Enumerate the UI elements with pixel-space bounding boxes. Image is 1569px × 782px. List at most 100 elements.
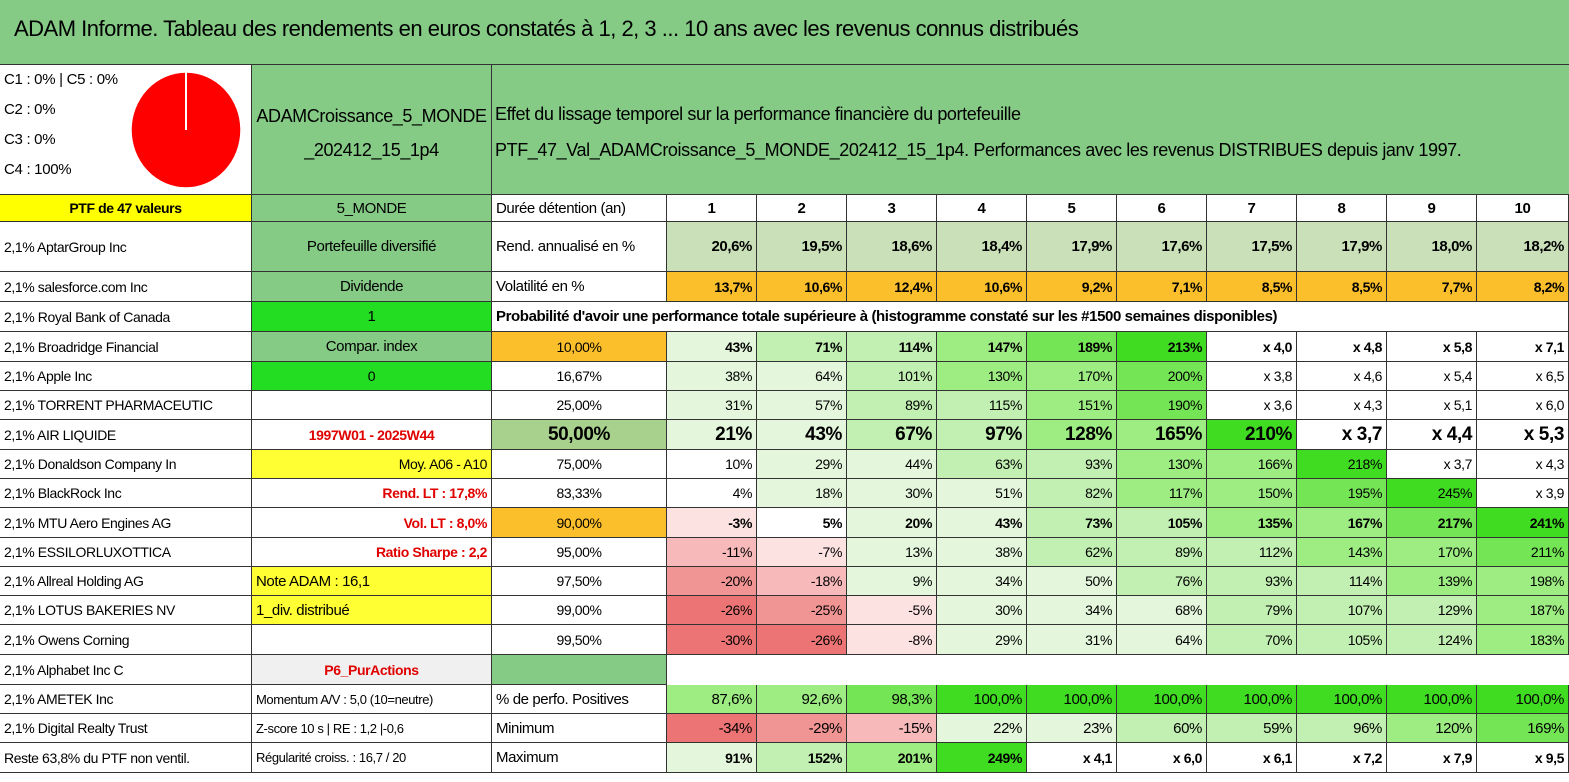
value-cell: -8% <box>847 625 937 655</box>
value-cell: 92,6% <box>757 685 847 714</box>
value-cell: x 9,5 <box>1477 743 1569 773</box>
allocation-label: C3 : 0% <box>4 131 56 148</box>
value-cell: x 3,7 <box>1387 450 1477 479</box>
value-cell: 152% <box>757 743 847 773</box>
value-cell: 5% <box>757 508 847 538</box>
holding-cell: 2,1% AptarGroup Inc <box>0 222 252 272</box>
value-cell: 96% <box>1297 714 1387 743</box>
info-cell: Vol. LT : 8,0% <box>252 508 492 538</box>
holding-cell: 2,1% ESSILORLUXOTTICA <box>0 538 252 567</box>
value-cell: 64% <box>1117 625 1207 655</box>
label-cell: 97,50% <box>492 567 667 596</box>
value-cell: 100,0% <box>1117 685 1207 714</box>
value-cell: 4% <box>667 479 757 508</box>
value-cell: 19,5% <box>757 222 847 272</box>
value-cell: 38% <box>937 538 1027 567</box>
value-cell: 7 <box>1207 195 1297 222</box>
value-cell: 151% <box>1027 391 1117 420</box>
label-cell: Probabilité d'avoir une performance tota… <box>492 302 1569 332</box>
value-cell: 139% <box>1387 567 1477 596</box>
allocation-panel: C1 : 0% | C5 : 0% C2 : 0% C3 : 0% C4 : 1… <box>0 65 252 195</box>
value-cell: 210% <box>1207 420 1297 450</box>
label-cell: 75,00% <box>492 450 667 479</box>
info-cell: 1997W01 - 2025W44 <box>252 420 492 450</box>
value-cell: 43% <box>667 332 757 362</box>
holding-cell: 2,1% Donaldson Company In <box>0 450 252 479</box>
value-cell: 51% <box>937 479 1027 508</box>
value-cell: 12,4% <box>847 272 937 302</box>
value-cell: -20% <box>667 567 757 596</box>
value-cell: 10% <box>667 450 757 479</box>
description: Effet du lissage temporel sur la perform… <box>492 65 1569 195</box>
value-cell: -30% <box>667 625 757 655</box>
value-cell: 100,0% <box>937 685 1027 714</box>
value-cell: x 6,0 <box>1477 391 1569 420</box>
value-cell: x 6,0 <box>1117 743 1207 773</box>
value-cell: -11% <box>667 538 757 567</box>
value-cell: 30% <box>847 479 937 508</box>
value-cell: 31% <box>1027 625 1117 655</box>
label-cell: Volatilité en % <box>492 272 667 302</box>
value-cell: 67% <box>847 420 937 450</box>
value-cell: 167% <box>1297 508 1387 538</box>
value-cell: 64% <box>757 362 847 391</box>
value-cell: 124% <box>1387 625 1477 655</box>
label-cell: 95,00% <box>492 538 667 567</box>
value-cell: 190% <box>1117 391 1207 420</box>
value-cell: x 5,8 <box>1387 332 1477 362</box>
description-line: Effet du lissage temporel sur la perform… <box>495 104 1021 124</box>
value-cell: x 5,4 <box>1387 362 1477 391</box>
value-cell: 9 <box>1387 195 1477 222</box>
value-cell: 195% <box>1297 479 1387 508</box>
info-cell: Moy. A06 - A10 <box>252 450 492 479</box>
value-cell: x 3,7 <box>1297 420 1387 450</box>
value-cell: 135% <box>1207 508 1297 538</box>
value-cell: 98,3% <box>847 685 937 714</box>
value-cell: 17,9% <box>1027 222 1117 272</box>
value-cell: 60% <box>1117 714 1207 743</box>
value-cell: 8,5% <box>1297 272 1387 302</box>
holding-cell: 2,1% TORRENT PHARMACEUTIC <box>0 391 252 420</box>
value-cell: 120% <box>1387 714 1477 743</box>
value-cell: 31% <box>667 391 757 420</box>
label-cell: 99,00% <box>492 596 667 625</box>
allocation-label: C4 : 100% <box>4 161 72 178</box>
value-cell: 198% <box>1477 567 1569 596</box>
value-cell: x 5,3 <box>1477 420 1569 450</box>
value-cell: 17,5% <box>1207 222 1297 272</box>
value-cell: x 3,9 <box>1477 479 1569 508</box>
label-cell: 10,00% <box>492 332 667 362</box>
value-cell: x 4,3 <box>1297 391 1387 420</box>
value-cell: 105% <box>1297 625 1387 655</box>
value-cell: 100,0% <box>1297 685 1387 714</box>
value-cell: 91% <box>667 743 757 773</box>
value-cell: 170% <box>1027 362 1117 391</box>
title: ADAM Informe. Tableau des rendements en … <box>0 0 1569 65</box>
value-cell: 5 <box>1027 195 1117 222</box>
value-cell: 57% <box>757 391 847 420</box>
value-cell: 29% <box>757 450 847 479</box>
value-cell: 101% <box>847 362 937 391</box>
value-cell: 249% <box>937 743 1027 773</box>
label-cell: 99,50% <box>492 625 667 655</box>
value-cell: -34% <box>667 714 757 743</box>
value-cell: 76% <box>1117 567 1207 596</box>
value-cell: -15% <box>847 714 937 743</box>
value-cell: x 5,1 <box>1387 391 1477 420</box>
value-cell: 43% <box>757 420 847 450</box>
value-cell: 34% <box>1027 596 1117 625</box>
value-cell: 8,2% <box>1477 272 1569 302</box>
pie-chart <box>130 71 242 189</box>
value-cell: 183% <box>1477 625 1569 655</box>
holding-cell: 2,1% Alphabet Inc C <box>0 655 252 685</box>
holding-cell: 2,1% salesforce.com Inc <box>0 272 252 302</box>
label-cell: Durée détention (an) <box>492 195 667 222</box>
holding-cell: 2,1% Digital Realty Trust <box>0 714 252 743</box>
value-cell: 38% <box>667 362 757 391</box>
holding-cell: 2,1% MTU Aero Engines AG <box>0 508 252 538</box>
value-cell: 130% <box>937 362 1027 391</box>
value-cell: 7,1% <box>1117 272 1207 302</box>
value-cell: 117% <box>1117 479 1207 508</box>
value-cell: 34% <box>937 567 1027 596</box>
